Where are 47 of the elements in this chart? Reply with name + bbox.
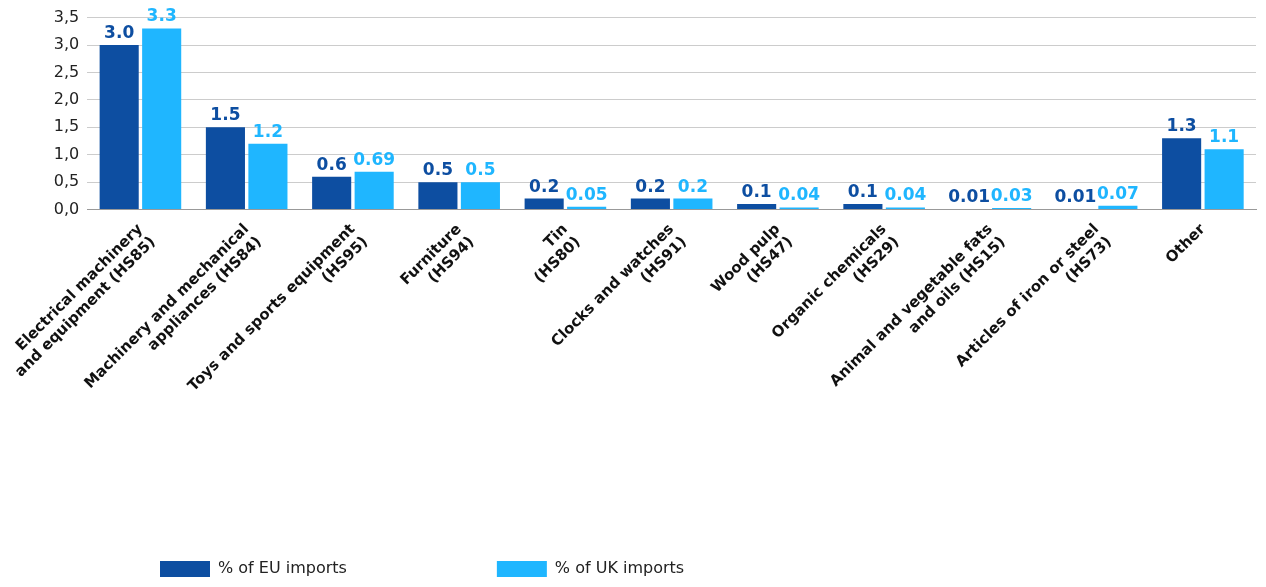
y-tick-label: 2,0: [53, 89, 80, 109]
y-tick-label: 2,5: [53, 61, 80, 81]
bar: [524, 198, 564, 210]
bar: [460, 182, 500, 210]
data-label: 0.69: [353, 148, 396, 169]
data-label: 3.0: [104, 21, 135, 42]
bar: [205, 127, 245, 210]
y-tick-label: 0,0: [53, 198, 80, 218]
data-label: 0.2: [529, 175, 560, 196]
bar: [737, 204, 777, 210]
data-label: 0.01: [1054, 185, 1097, 206]
data-label: 1.1: [1209, 126, 1240, 147]
data-label: 0.5: [465, 159, 496, 180]
data-label: 0.1: [847, 181, 878, 202]
y-tick-label: 1,5: [53, 116, 80, 136]
bar: [354, 171, 394, 210]
data-label: 1.2: [252, 120, 283, 141]
y-tick-label: 3,0: [53, 34, 80, 54]
data-label: 0.5: [422, 159, 453, 180]
data-label: 0.6: [316, 153, 347, 174]
data-label: 0.04: [884, 184, 927, 205]
data-label: 0.07: [1096, 182, 1139, 203]
data-label: 0.03: [990, 184, 1033, 205]
bar: [248, 143, 288, 210]
data-label: 3.3: [146, 5, 177, 26]
bar: [418, 182, 458, 210]
bar: [673, 198, 713, 210]
data-label: 0.2: [677, 175, 708, 196]
bar: [99, 45, 139, 210]
legend-label: % of EU imports: [218, 558, 347, 578]
bar: [843, 204, 883, 210]
data-label: 1.3: [1166, 115, 1197, 136]
bar: [1162, 138, 1202, 210]
y-tick-label: 3,5: [53, 6, 80, 26]
data-label: 0.1: [741, 181, 772, 202]
y-tick-label: 0,5: [53, 171, 80, 191]
bar: [630, 198, 670, 210]
data-label: 0.04: [778, 184, 821, 205]
data-label: 0.01: [948, 185, 991, 206]
y-tick-label: 1,0: [53, 143, 80, 163]
bar: [142, 28, 182, 210]
data-label: 0.2: [635, 175, 666, 196]
bar: [1204, 149, 1244, 210]
data-label: 0.05: [565, 183, 608, 204]
data-label: 1.5: [210, 104, 241, 125]
legend-label: % of UK imports: [554, 558, 685, 578]
bar: [312, 176, 352, 210]
